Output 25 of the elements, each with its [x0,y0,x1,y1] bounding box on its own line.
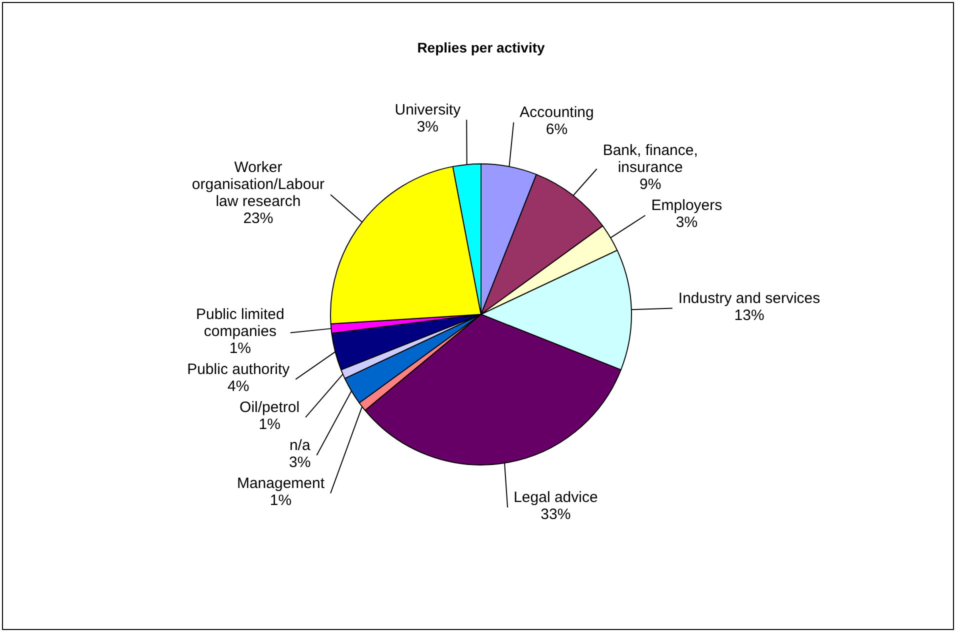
chart-title: Replies per activity [417,39,546,56]
slice-label: Oil/petrol [240,398,300,416]
slice-label: University [394,101,462,118]
slice-label: Public limited companies [196,306,284,340]
data-label: 3% [676,214,698,232]
slice-label: Employers [651,197,722,214]
slice-label: Management [236,474,326,492]
data-label: 33% [540,506,571,524]
slice-label: Accounting [520,104,594,122]
data-label: 1% [258,416,280,433]
data-label: 1% [270,492,292,509]
slice-label: Worker organisation/Labour law research [192,159,325,210]
data-label: 1% [229,340,252,357]
slice-label: Bank, finance, insurance [602,142,698,176]
data-label: 23% [243,210,274,228]
data-label: 13% [734,306,764,324]
data-label: 6% [546,121,568,138]
slice-label: Legal advice [514,489,598,506]
data-label: 3% [289,454,311,471]
data-label: 9% [640,176,662,194]
slice-label: n/a [289,436,311,454]
data-label: 3% [416,118,439,136]
slice-label: Industry and services [678,290,820,307]
slice-label: Public authority [187,360,290,378]
data-label: 4% [228,378,250,395]
